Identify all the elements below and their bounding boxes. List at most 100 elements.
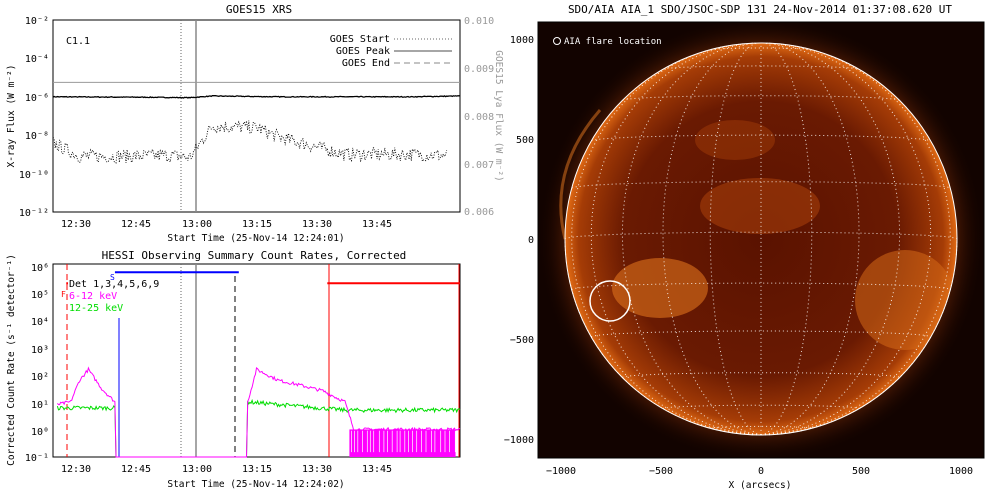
goes-class-label: C1.1 [66, 36, 90, 47]
goes-y-label: X-ray Flux (W m⁻²) [6, 65, 17, 168]
aia-grid-meridian [760, 42, 860, 436]
goes-y2-label: GOES15 Lya Flux (W m⁻²) [493, 50, 504, 182]
aia-grid-meridian [709, 42, 762, 436]
hessi-ytick-1e1: 10¹ [31, 400, 49, 411]
goes-ytick-1e-12: 10⁻¹² [19, 208, 49, 219]
aia-active-region-center [700, 178, 820, 234]
hessi-x-ticks: 12:30 12:45 13:00 13:15 13:30 13:45 [61, 464, 392, 475]
hessi-decimation-fill [349, 429, 456, 457]
hessi-xtick-1230: 12:30 [61, 464, 91, 475]
hessi-ytick-1e5: 10⁵ [31, 290, 49, 301]
hessi-ytick-1e2: 10² [31, 372, 49, 383]
aia-ytick-500: 500 [516, 135, 534, 146]
goes-ytick-1e-2: 10⁻² [25, 16, 49, 27]
hessi-ytick-1e3: 10³ [31, 345, 49, 356]
hessi-title: HESSI Observing Summary Count Rates, Cor… [102, 249, 407, 262]
hessi-xtick-1345: 13:45 [362, 464, 392, 475]
aia-x-ticks: −1000 −500 0 500 1000 [546, 466, 973, 477]
hessi-x-label: Start Time (25-Nov-14 12:24:02) [167, 479, 344, 490]
aia-grid-meridian [760, 42, 813, 436]
hessi-y-label: Corrected Count Rate (s⁻¹ detector⁻¹) [6, 254, 17, 466]
aia-xtick-500: 500 [852, 466, 870, 477]
goes-panel: GOES15 XRS C1.1 GOES Start GOES Peak GOE… [6, 3, 504, 244]
goes-xtick-1345: 13:45 [362, 219, 392, 230]
aia-ytick-m1000: −1000 [504, 435, 534, 446]
aia-solar-disk [565, 43, 957, 435]
aia-active-region-north [695, 120, 775, 160]
goes-short-series [52, 120, 448, 164]
aia-xtick-1000: 1000 [949, 466, 973, 477]
goes-x-ticks: 12:30 12:45 13:00 13:15 13:30 13:45 [61, 219, 392, 230]
goes-y2tick-0007: 0.007 [464, 160, 494, 171]
hessi-series [56, 366, 461, 458]
hessi-plot-frame [52, 263, 461, 458]
hessi-ytick-1e-1: 10⁻¹ [25, 453, 49, 464]
hessi-xtick-1330: 13:30 [302, 464, 332, 475]
goes-legend-peak: GOES Peak [336, 46, 390, 57]
hessi-legend-bg [68, 276, 120, 318]
aia-y-ticks: 1000 500 0 −500 −1000 [504, 35, 534, 446]
hessi-attenuator-block [349, 429, 456, 457]
goes-y2tick-0008: 0.008 [464, 112, 494, 123]
aia-grid-meridian [571, 44, 762, 436]
goes-ytick-1e-6: 10⁻⁶ [25, 93, 49, 104]
goes-ytick-1e-8: 10⁻⁸ [25, 131, 49, 142]
goes-y-ticks: 10⁻² 10⁻⁴ 10⁻⁶ 10⁻⁸ 10⁻¹⁰ 10⁻¹² [19, 16, 49, 219]
goes-y2-ticks: 0.010 0.009 0.008 0.007 0.006 [464, 16, 494, 218]
aia-ytick-m500: −500 [510, 335, 534, 346]
aia-flare-location-circle [589, 280, 631, 322]
goes-long-series [52, 95, 460, 99]
goes-ytick-1e-10: 10⁻¹⁰ [19, 170, 49, 181]
aia-xtick-0: 0 [758, 466, 764, 477]
hessi-legend: Det 1,3,4,5,6,9 6-12 keV 12-25 keV F S [61, 273, 159, 318]
aia-grid-parallel [571, 181, 951, 189]
hessi-legend-12-25kev: 12-25 keV [69, 303, 123, 314]
hessi-legend-6-12kev: 6-12 keV [69, 291, 117, 302]
hessi-flag-s-label: S [110, 273, 115, 282]
aia-active-regions [612, 120, 955, 350]
aia-limb-loop [559, 109, 602, 240]
goes-xtick-1330: 13:30 [302, 219, 332, 230]
goes-x-label: Start Time (25-Nov-14 12:24:01) [167, 233, 344, 244]
goes-xtick-1245: 12:45 [121, 219, 151, 230]
aia-grid-parallel [663, 65, 859, 70]
aia-frame [537, 21, 985, 459]
aia-grid-parallel [622, 95, 900, 101]
aia-ytick-1000: 1000 [510, 35, 534, 46]
aia-grid-parallel [564, 231, 958, 240]
aia-xtick-m1000: −1000 [546, 466, 576, 477]
aia-grid-meridian [760, 44, 951, 436]
hessi-legend-det: Det 1,3,4,5,6,9 [69, 279, 159, 290]
aia-legend-label: AIA flare location [564, 37, 662, 47]
aia-legend-circle-icon [553, 37, 561, 45]
goes-y2tick-0009: 0.009 [464, 64, 494, 75]
hessi-xtick-1300: 13:00 [182, 464, 212, 475]
hessi-flag-f-label: F [61, 290, 66, 299]
goes-legend-end: GOES End [342, 58, 390, 69]
goes-xtick-1300: 13:00 [182, 219, 212, 230]
hessi-xtick-1315: 13:15 [242, 464, 272, 475]
aia-active-region-east [612, 258, 708, 318]
goes-legend-start: GOES Start [330, 34, 390, 45]
aia-grid-meridian [662, 42, 762, 436]
hessi-markers [180, 264, 197, 457]
hessi-panel: HESSI Observing Summary Count Rates, Cor… [6, 249, 461, 490]
goes-legend: GOES Start GOES Peak GOES End [330, 34, 452, 69]
goes-plot-frame [52, 19, 461, 213]
hessi-ytick-1e6: 10⁶ [31, 263, 49, 274]
hessi-ytick-1e4: 10⁴ [31, 317, 49, 328]
aia-ytick-0: 0 [528, 235, 534, 246]
aia-panel: SDO/AIA AIA_1 SDO/JSOC-SDP 131 24-Nov-20… [504, 3, 985, 491]
goes-markers [180, 20, 197, 212]
goes-series [52, 81, 460, 164]
hessi-xtick-1245: 12:45 [121, 464, 151, 475]
hessi-ytick-1e0: 10⁰ [31, 427, 49, 438]
goes-ytick-1e-4: 10⁻⁴ [25, 54, 49, 65]
aia-xtick-m500: −500 [649, 466, 673, 477]
aia-limb-circle [564, 42, 958, 436]
goes-xtick-1230: 12:30 [61, 219, 91, 230]
goes-xtick-1315: 13:15 [242, 219, 272, 230]
goes-title: GOES15 XRS [226, 3, 292, 16]
hessi-y-ticks: 10⁶ 10⁵ 10⁴ 10³ 10² 10¹ 10⁰ 10⁻¹ [25, 263, 49, 464]
